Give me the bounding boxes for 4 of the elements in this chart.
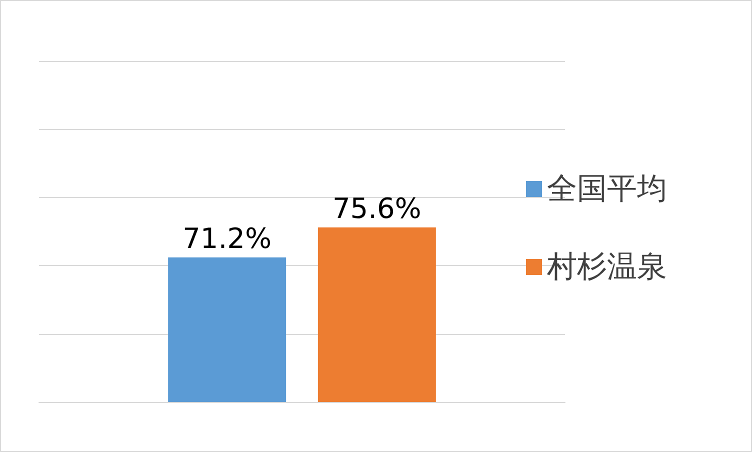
data-label: 75.6% bbox=[332, 192, 422, 225]
data-label: 71.2% bbox=[182, 222, 272, 255]
legend-label: 全国平均 bbox=[547, 172, 667, 206]
legend-label: 村杉温泉 bbox=[546, 250, 667, 284]
